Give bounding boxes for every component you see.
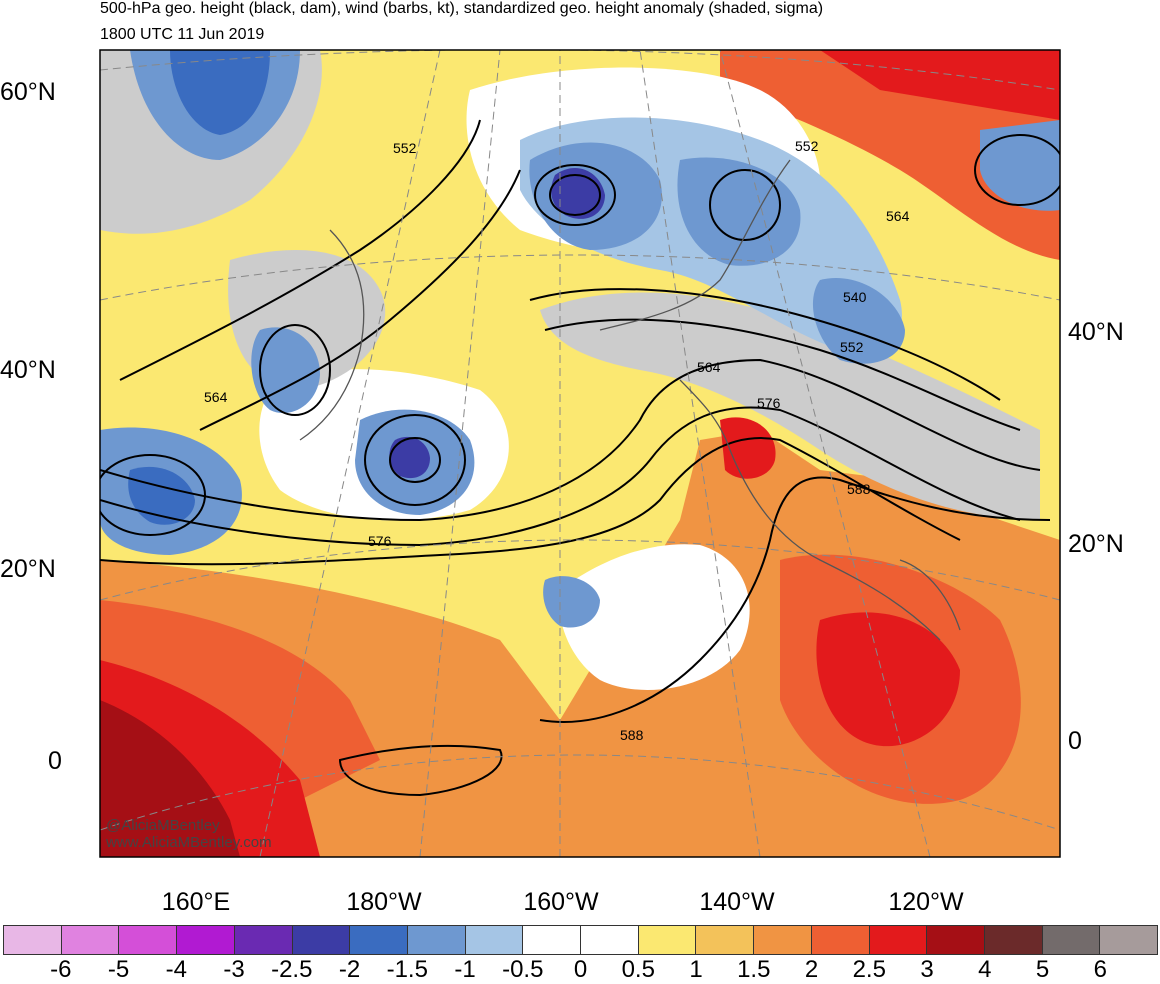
colorbar-label: 4: [978, 956, 992, 983]
coastal-positive-center: [720, 417, 776, 479]
negative-anomaly-west-core: [128, 466, 195, 525]
colorbar-label: -1: [454, 956, 476, 983]
lon-label-160e: 160°E: [161, 888, 231, 916]
colorbar-label: 1: [689, 956, 703, 983]
contour-label: 552: [840, 339, 864, 355]
central-neutral-region: [559, 544, 750, 690]
colorbar-swatch: [1100, 926, 1158, 954]
colorbar-swatch: [869, 926, 928, 954]
negative-anomaly-northwest-core: [170, 50, 270, 135]
negative-anomaly-south: [543, 576, 600, 628]
coastlines: [299, 159, 961, 641]
contour-label: 576: [757, 395, 781, 411]
colorbar-swatch: [638, 926, 697, 954]
lon-label-180w: 180°W: [346, 888, 422, 916]
colorbar-swatch: [927, 926, 985, 954]
map-title: 500-hPa geo. height (black, dam), wind (…: [100, 0, 824, 17]
colorbar-label: -6: [50, 956, 72, 983]
colorbar-label: 5: [1035, 956, 1050, 983]
contour-label: 588: [847, 481, 871, 497]
contour-label: 564: [697, 359, 721, 375]
lon-label-140w: 140°W: [699, 888, 775, 916]
colorbar-swatch: [811, 926, 870, 954]
colorbar-swatch: [350, 926, 408, 954]
lat-label-right-0: 0: [1068, 727, 1082, 755]
colorbar-swatch: [4, 926, 62, 954]
lat-label-left-40n: 40°N: [0, 356, 56, 384]
watermark-url: www.AliciaMBentley.com: [106, 834, 272, 851]
colorbar-label: 2: [804, 956, 819, 983]
colorbar-swatch: [292, 926, 351, 954]
weather-map: [99, 49, 1061, 858]
colorbar-label: 1.5: [737, 956, 771, 983]
colorbar-swatch: [523, 926, 582, 954]
colorbar-label: -4: [165, 956, 187, 983]
colorbar-swatch: [696, 926, 755, 954]
lat-label-left-60n: 60°N: [0, 78, 56, 106]
gray-land-mask-mid: [540, 292, 1040, 520]
colorbar-label: 0: [573, 956, 588, 983]
lat-label-right-20n: 20°N: [1068, 530, 1124, 558]
colorbar: [3, 925, 1158, 955]
colorbar-swatch: [581, 926, 639, 954]
colorbar-label: -5: [107, 956, 130, 983]
colorbar-label: 2.5: [852, 956, 886, 983]
colorbar-swatch: [119, 926, 178, 954]
colorbar-label: 3: [920, 956, 934, 983]
negative-anomaly-center-core: [389, 436, 430, 479]
valid-time: 1800 UTC 11 Jun 2019: [100, 26, 265, 43]
colorbar-label: 0.5: [621, 956, 655, 983]
negative-anomaly-small: [251, 327, 320, 414]
lat-label-left-0: 0: [48, 747, 62, 775]
contour-label: 564: [886, 208, 910, 224]
colorbar-swatch: [465, 926, 524, 954]
colorbar-label: -2: [338, 956, 361, 983]
map-frame: [99, 49, 1061, 858]
contour-label: 552: [393, 140, 417, 156]
colorbar-label: -3: [223, 956, 245, 983]
lat-label-right-40n: 40°N: [1068, 318, 1124, 346]
negative-anomaly-far-northeast: [980, 120, 1060, 211]
contour-label: 588: [620, 727, 644, 743]
height-contours: [100, 119, 1060, 797]
watermark-handle: @AliciaMBentley: [106, 817, 220, 834]
colorbar-label: -2.5: [271, 956, 313, 983]
colorbar-swatch: [61, 926, 120, 954]
lon-label-160w: 160°W: [523, 888, 599, 916]
colorbar-swatch: [234, 926, 293, 954]
colorbar-label: -1.5: [386, 956, 428, 983]
colorbar-swatch: [407, 926, 466, 954]
contour-label: 552: [795, 138, 819, 154]
extreme-positive-anomaly-shading: [100, 700, 240, 857]
lon-label-120w: 120°W: [888, 888, 964, 916]
southeast-strong-positive-shading: [816, 612, 960, 747]
colorbar-swatch: [1042, 926, 1101, 954]
negative-anomaly-northeast: [677, 157, 801, 266]
lat-label-left-20n: 20°N: [0, 555, 56, 583]
colorbar-swatch: [754, 926, 812, 954]
contour-label: 576: [368, 533, 392, 549]
contour-label: 564: [204, 389, 228, 405]
contour-label: 540: [843, 289, 867, 305]
graticule: [100, 50, 1060, 857]
colorbar-label: 6: [1093, 956, 1107, 983]
colorbar-swatch: [177, 926, 235, 954]
colorbar-swatch: [984, 926, 1043, 954]
colorbar-label: -0.5: [502, 956, 544, 983]
arctic-strong-positive-shading: [820, 50, 1060, 120]
